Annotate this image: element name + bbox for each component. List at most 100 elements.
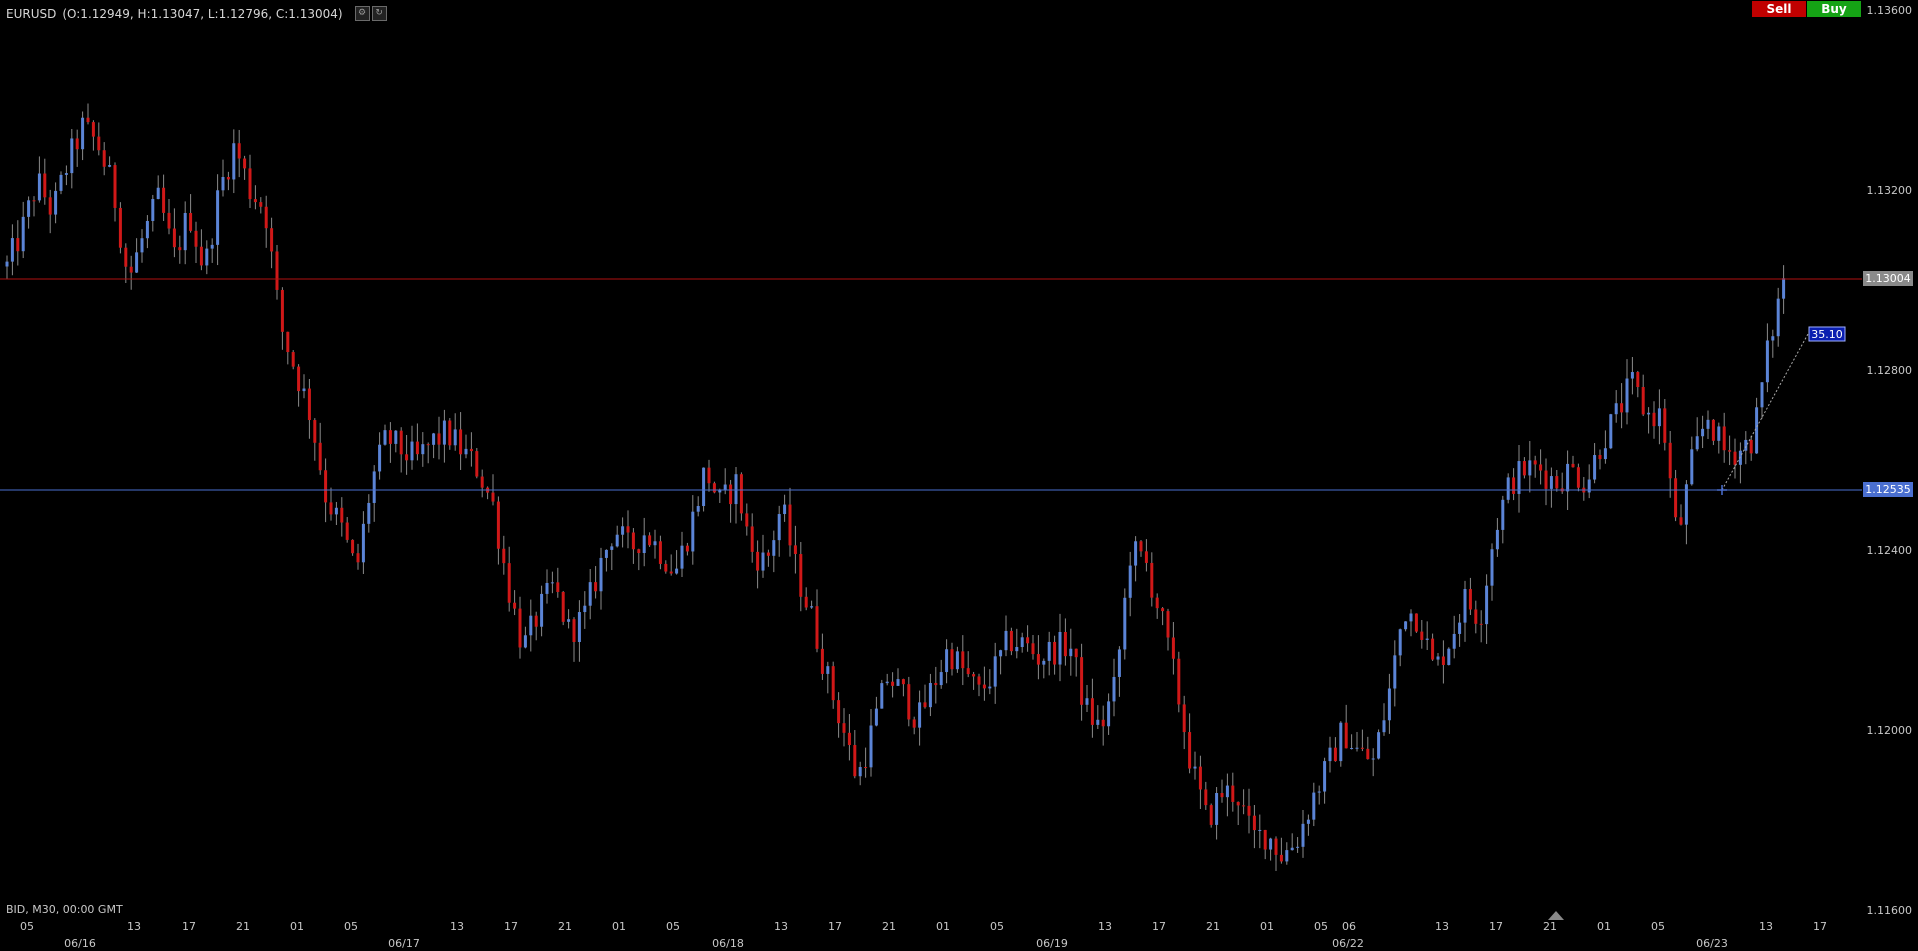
candle-body xyxy=(561,591,565,622)
candle-body xyxy=(1236,801,1240,806)
candle-body xyxy=(702,467,706,507)
candle-body xyxy=(1711,419,1715,441)
candle-body xyxy=(934,682,938,686)
candle-body xyxy=(415,441,419,455)
candle-body xyxy=(367,502,371,524)
candle-body xyxy=(286,331,290,353)
candle-body xyxy=(885,681,889,684)
candle-body xyxy=(1382,720,1386,733)
candle-body xyxy=(1096,719,1100,725)
candle-body xyxy=(1555,476,1559,489)
candle-body xyxy=(372,471,376,503)
time-tick-label: 13 xyxy=(127,920,141,933)
candle-body xyxy=(432,433,436,445)
candle-body xyxy=(1630,372,1634,379)
date-label: 06/18 xyxy=(712,937,744,950)
candle-body xyxy=(302,388,306,392)
candle-body xyxy=(1139,541,1143,552)
candle-body xyxy=(815,606,819,649)
measure-line[interactable] xyxy=(1721,333,1809,491)
candle-body xyxy=(621,526,625,535)
candle-body xyxy=(1020,637,1024,648)
candle-body xyxy=(1522,461,1526,476)
candle-body xyxy=(297,366,301,392)
time-tick-label: 13 xyxy=(1759,920,1773,933)
candle-body xyxy=(739,474,743,514)
candle-body xyxy=(1636,372,1640,388)
candle-body xyxy=(874,708,878,726)
candle-body xyxy=(1668,442,1672,479)
candle-body xyxy=(1269,838,1273,850)
candle-body xyxy=(1225,785,1229,798)
candle-body xyxy=(540,593,544,627)
candle-body xyxy=(151,199,155,221)
candle-body xyxy=(1625,378,1629,413)
candle-body xyxy=(307,388,311,421)
candle-body xyxy=(1042,660,1046,665)
candle-body xyxy=(610,546,614,550)
candle-body xyxy=(939,672,943,686)
candle-body xyxy=(1490,549,1494,586)
candle-body xyxy=(43,173,47,198)
candle-body xyxy=(1004,630,1008,651)
candle-body xyxy=(842,723,846,733)
candle-body xyxy=(901,679,905,685)
candle-body xyxy=(356,553,360,563)
refresh-icon[interactable]: ↻ xyxy=(371,6,387,21)
candle-body xyxy=(1760,382,1764,408)
candle-body xyxy=(804,596,808,608)
time-tick-label: 17 xyxy=(1489,920,1503,933)
candle-body xyxy=(1209,805,1213,825)
candle-body xyxy=(961,651,965,669)
price-tick-label: 1.11600 xyxy=(1867,904,1913,917)
time-tick-label: 13 xyxy=(1098,920,1112,933)
sell-button[interactable]: Sell xyxy=(1752,1,1806,17)
candle-body xyxy=(718,490,722,493)
candle-body xyxy=(918,702,922,728)
time-tick-label: 05 xyxy=(1314,920,1328,933)
candle-body xyxy=(1674,478,1678,518)
candle-body xyxy=(1387,688,1391,721)
candle-body xyxy=(1350,748,1354,750)
candle-body xyxy=(1047,641,1051,661)
candle-body xyxy=(1198,766,1202,790)
candle-body xyxy=(1285,850,1289,862)
candle-body xyxy=(37,173,41,201)
candle-body xyxy=(999,650,1003,657)
candle-body xyxy=(993,656,997,687)
scroll-marker-icon[interactable] xyxy=(1548,911,1564,920)
candle-body xyxy=(70,138,74,174)
candle-body xyxy=(280,289,284,332)
crosshair-icon xyxy=(1717,485,1727,495)
buy-button[interactable]: Buy xyxy=(1807,1,1861,17)
candle-body xyxy=(135,252,139,273)
candle-body xyxy=(140,238,144,253)
candle-body xyxy=(1247,805,1251,816)
candle-body xyxy=(626,526,630,533)
candle-body xyxy=(734,474,738,505)
settings-icon[interactable]: ⚙ xyxy=(354,6,370,21)
candle-body xyxy=(1258,829,1262,831)
candle-body xyxy=(529,615,533,636)
candle-body xyxy=(1533,460,1537,465)
candle-body xyxy=(10,238,14,262)
candle-body xyxy=(226,176,230,180)
candle-body xyxy=(1090,698,1094,725)
date-label: 06/23 xyxy=(1696,937,1728,950)
candle-body xyxy=(1663,408,1667,443)
price-axis[interactable]: 1.13600 1.13200 1.12800 1.12400 1.12000 1.116… xyxy=(1867,4,1913,917)
time-axis[interactable]: 05 13 17 21 01 05 13 17 21 01 05 13 17 21 01 05 13 17 21 01… xyxy=(20,920,1827,950)
candle-body xyxy=(205,248,209,266)
candle-body xyxy=(1576,467,1580,488)
candle-body xyxy=(388,430,392,444)
measure-badge: 35.10 xyxy=(1811,328,1843,341)
candle-body xyxy=(194,230,198,247)
candle-body xyxy=(1301,823,1305,847)
candle-body xyxy=(1333,747,1337,762)
candle-body xyxy=(1215,793,1219,825)
candle-body xyxy=(1690,449,1694,485)
candle-body xyxy=(1377,732,1381,759)
candle-body xyxy=(1312,792,1316,820)
candle-body xyxy=(345,522,349,540)
